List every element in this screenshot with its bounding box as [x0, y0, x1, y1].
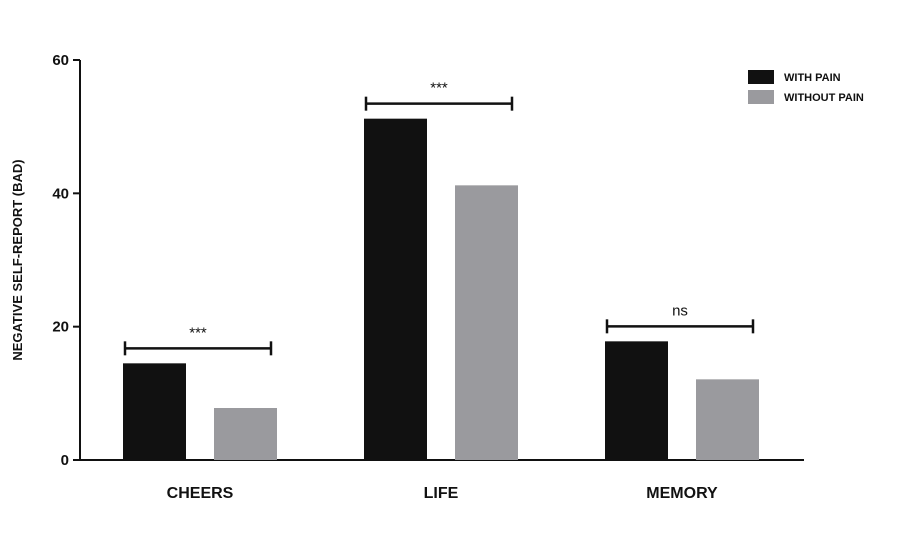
- significance-label: ***: [430, 80, 448, 97]
- legend-swatch: [748, 90, 774, 104]
- significance-annotations: *** *** ns: [123, 80, 755, 356]
- bar-memory-without-pain: [696, 379, 759, 460]
- y-axis: 0 20 40 60: [52, 52, 81, 469]
- legend-label: WITH PAIN: [784, 72, 841, 84]
- y-tick-label: 40: [52, 185, 69, 202]
- bar-memory-with-pain: [605, 341, 668, 460]
- bar-life-without-pain: [455, 185, 518, 461]
- legend-swatch: [748, 70, 774, 84]
- bar-cheers-without-pain: [214, 408, 277, 460]
- y-tick-label: 60: [52, 52, 69, 69]
- legend-label: WITHOUT PAIN: [784, 92, 864, 104]
- x-tick-label: CHEERS: [167, 485, 234, 502]
- bar-life-with-pain: [364, 118, 427, 461]
- y-tick-label: 20: [52, 319, 69, 336]
- legend: WITH PAIN WITHOUT PAIN: [748, 70, 864, 104]
- bar-cheers-with-pain: [123, 363, 186, 460]
- significance-label: ns: [672, 302, 688, 319]
- y-tick-label: 0: [61, 452, 69, 469]
- x-tick-label: LIFE: [424, 485, 459, 502]
- bars: [123, 118, 759, 461]
- x-axis: CHEERS LIFE MEMORY: [79, 459, 804, 502]
- x-tick-label: MEMORY: [646, 485, 718, 502]
- significance-label: ***: [189, 324, 207, 341]
- y-axis-title: NEGATIVE SELF-REPORT (BAD): [10, 159, 25, 360]
